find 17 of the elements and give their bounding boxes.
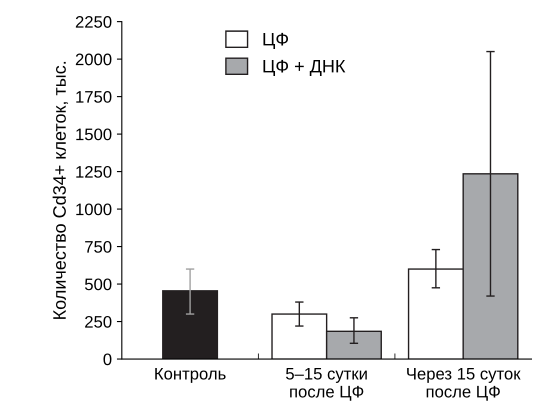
x-tick-label: 5–15 сутки после ЦФ [286, 368, 367, 401]
x-tick-label: Контроль [155, 368, 226, 383]
legend-label: ЦФ + ДНК [263, 60, 346, 76]
y-tick-label: 500 [84, 278, 112, 290]
y-tick-label: 250 [85, 316, 112, 328]
bar [162, 290, 218, 360]
y-tick-label: 2250 [76, 16, 112, 28]
y-tick-label: 0 [103, 353, 112, 366]
y-tick-label: 1500 [76, 128, 112, 140]
y-tick-label: 1750 [76, 91, 112, 103]
y-axis-title: Количество Cd34+ клеток, тыс. [52, 62, 68, 319]
y-tick-label: 1000 [76, 203, 112, 216]
legend-label: ЦФ [263, 32, 288, 49]
y-tick-label: 1250 [76, 166, 112, 178]
y-tick-label: 750 [85, 240, 112, 253]
x-tick-label: Через 15 суток после ЦФ [407, 368, 521, 401]
y-tick-label: 2000 [76, 54, 112, 66]
